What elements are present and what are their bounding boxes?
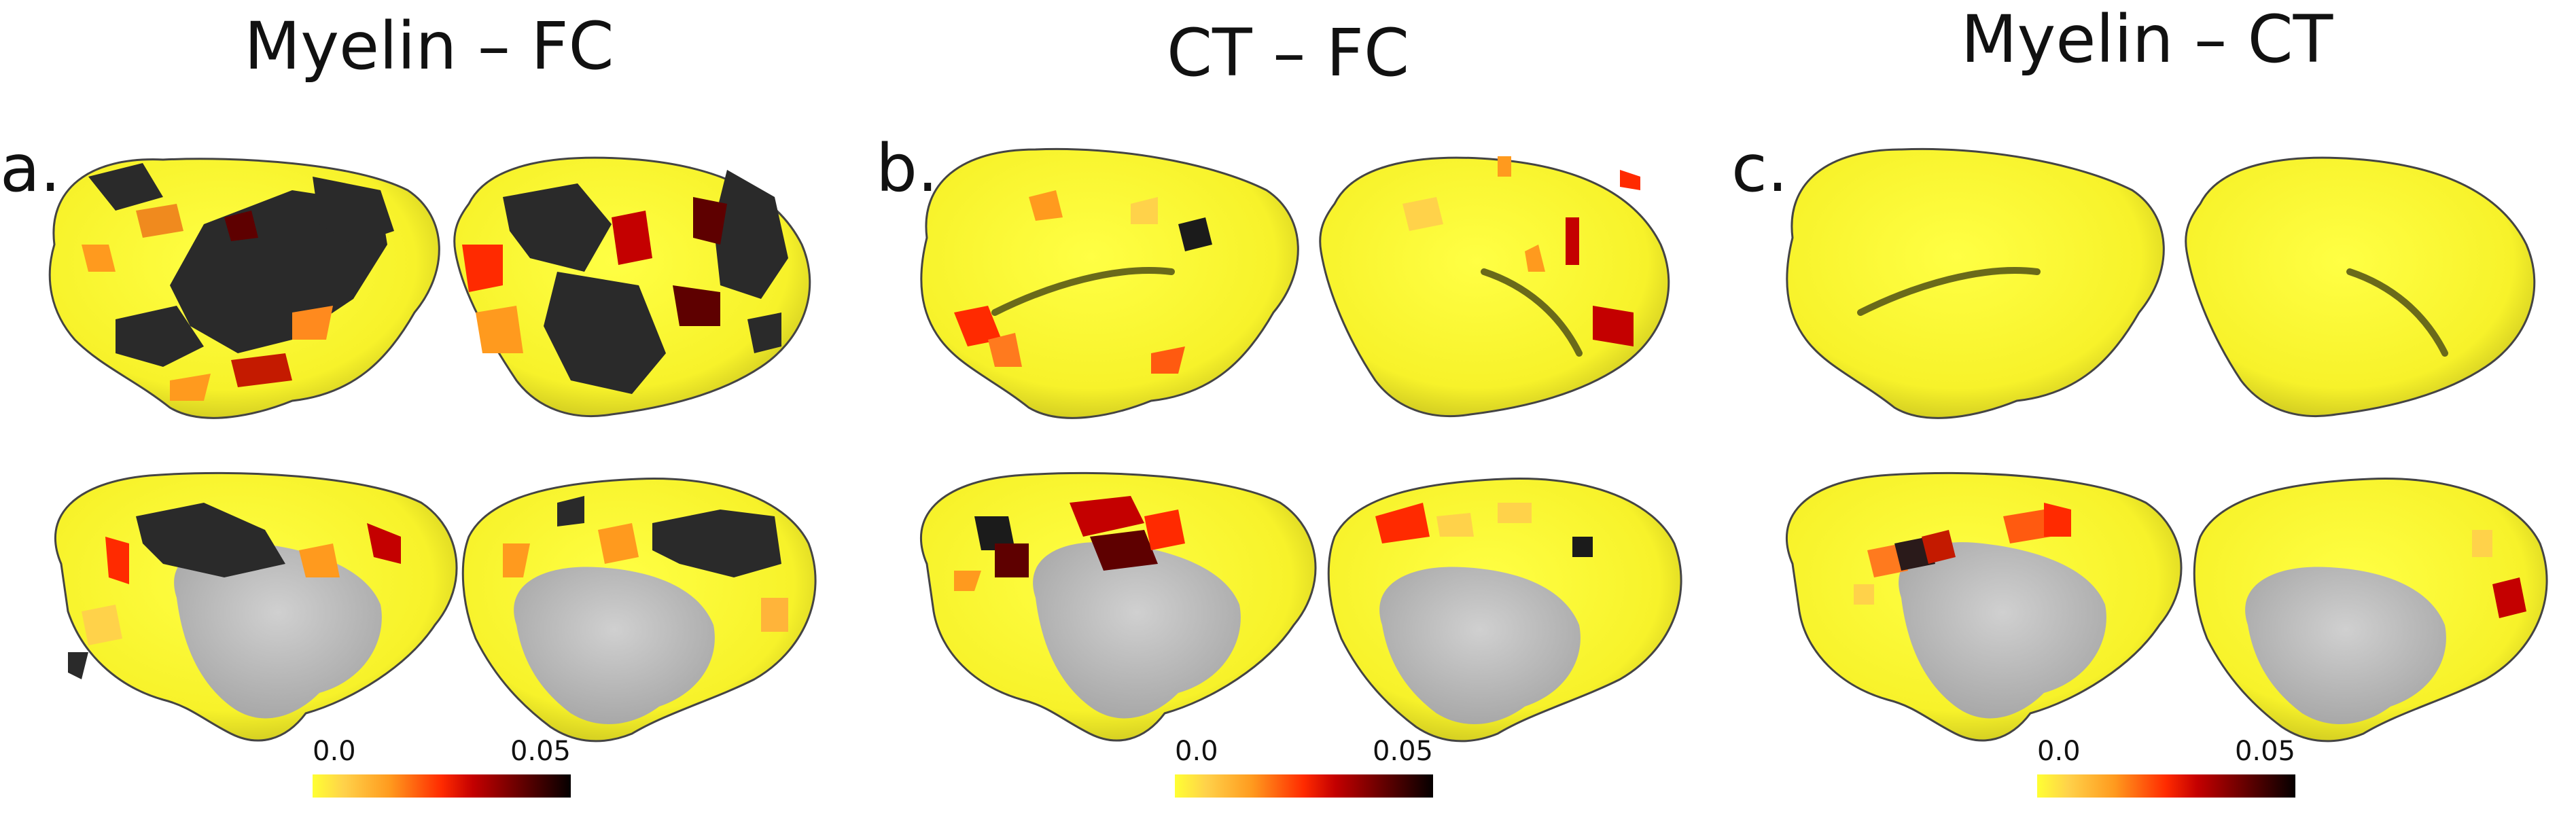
colorbar-min-label: 0.0 [2037,736,2081,767]
brain-surfaces [919,147,1682,743]
colorbar-gradient [313,774,571,798]
brain-right-lateral [453,156,811,418]
colorbar-gradient [2037,774,2295,798]
colorbar: 0.0 0.05 [313,738,571,798]
brain-left-lateral [48,158,440,419]
brain-left-lateral [1786,147,2165,419]
colorbar-min-label: 0.0 [1175,736,1218,767]
colorbar: 0.0 0.05 [1175,738,1433,798]
brain-left-lateral [920,147,1299,419]
panel-label: a. [0,130,61,207]
panel-title: CT – FC [1167,15,1409,91]
brain-surfaces [1785,147,2548,743]
brain-right-medial [461,478,817,743]
colorbar-gradient [1175,774,1433,798]
panel-title: Myelin – FC [244,8,614,84]
panel-label: b. [876,130,938,207]
panel-a: Myelin – FC a. [0,0,858,822]
brain-right-medial [2193,478,2548,743]
panel-b: CT – FC b. [859,0,1717,822]
colorbar-max-label: 0.05 [510,736,571,767]
colorbar: 0.0 0.05 [2037,738,2295,798]
colorbar-min-label: 0.0 [313,736,356,767]
brain-right-lateral [1319,156,1670,418]
brain-right-lateral [2185,156,2536,418]
brain-left-medial [54,471,458,742]
brain-surfaces [48,156,817,743]
brain-left-medial [919,471,1317,742]
brain-right-medial [1327,478,1682,743]
colorbar-max-label: 0.05 [2234,736,2295,767]
brain-left-medial [1785,471,2183,742]
panel-title: Myelin – CT [1960,1,2333,77]
colorbar-max-label: 0.05 [1372,736,1433,767]
panel-c: Myelin – CT c. [1718,0,2576,822]
panel-label: c. [1731,130,1788,207]
